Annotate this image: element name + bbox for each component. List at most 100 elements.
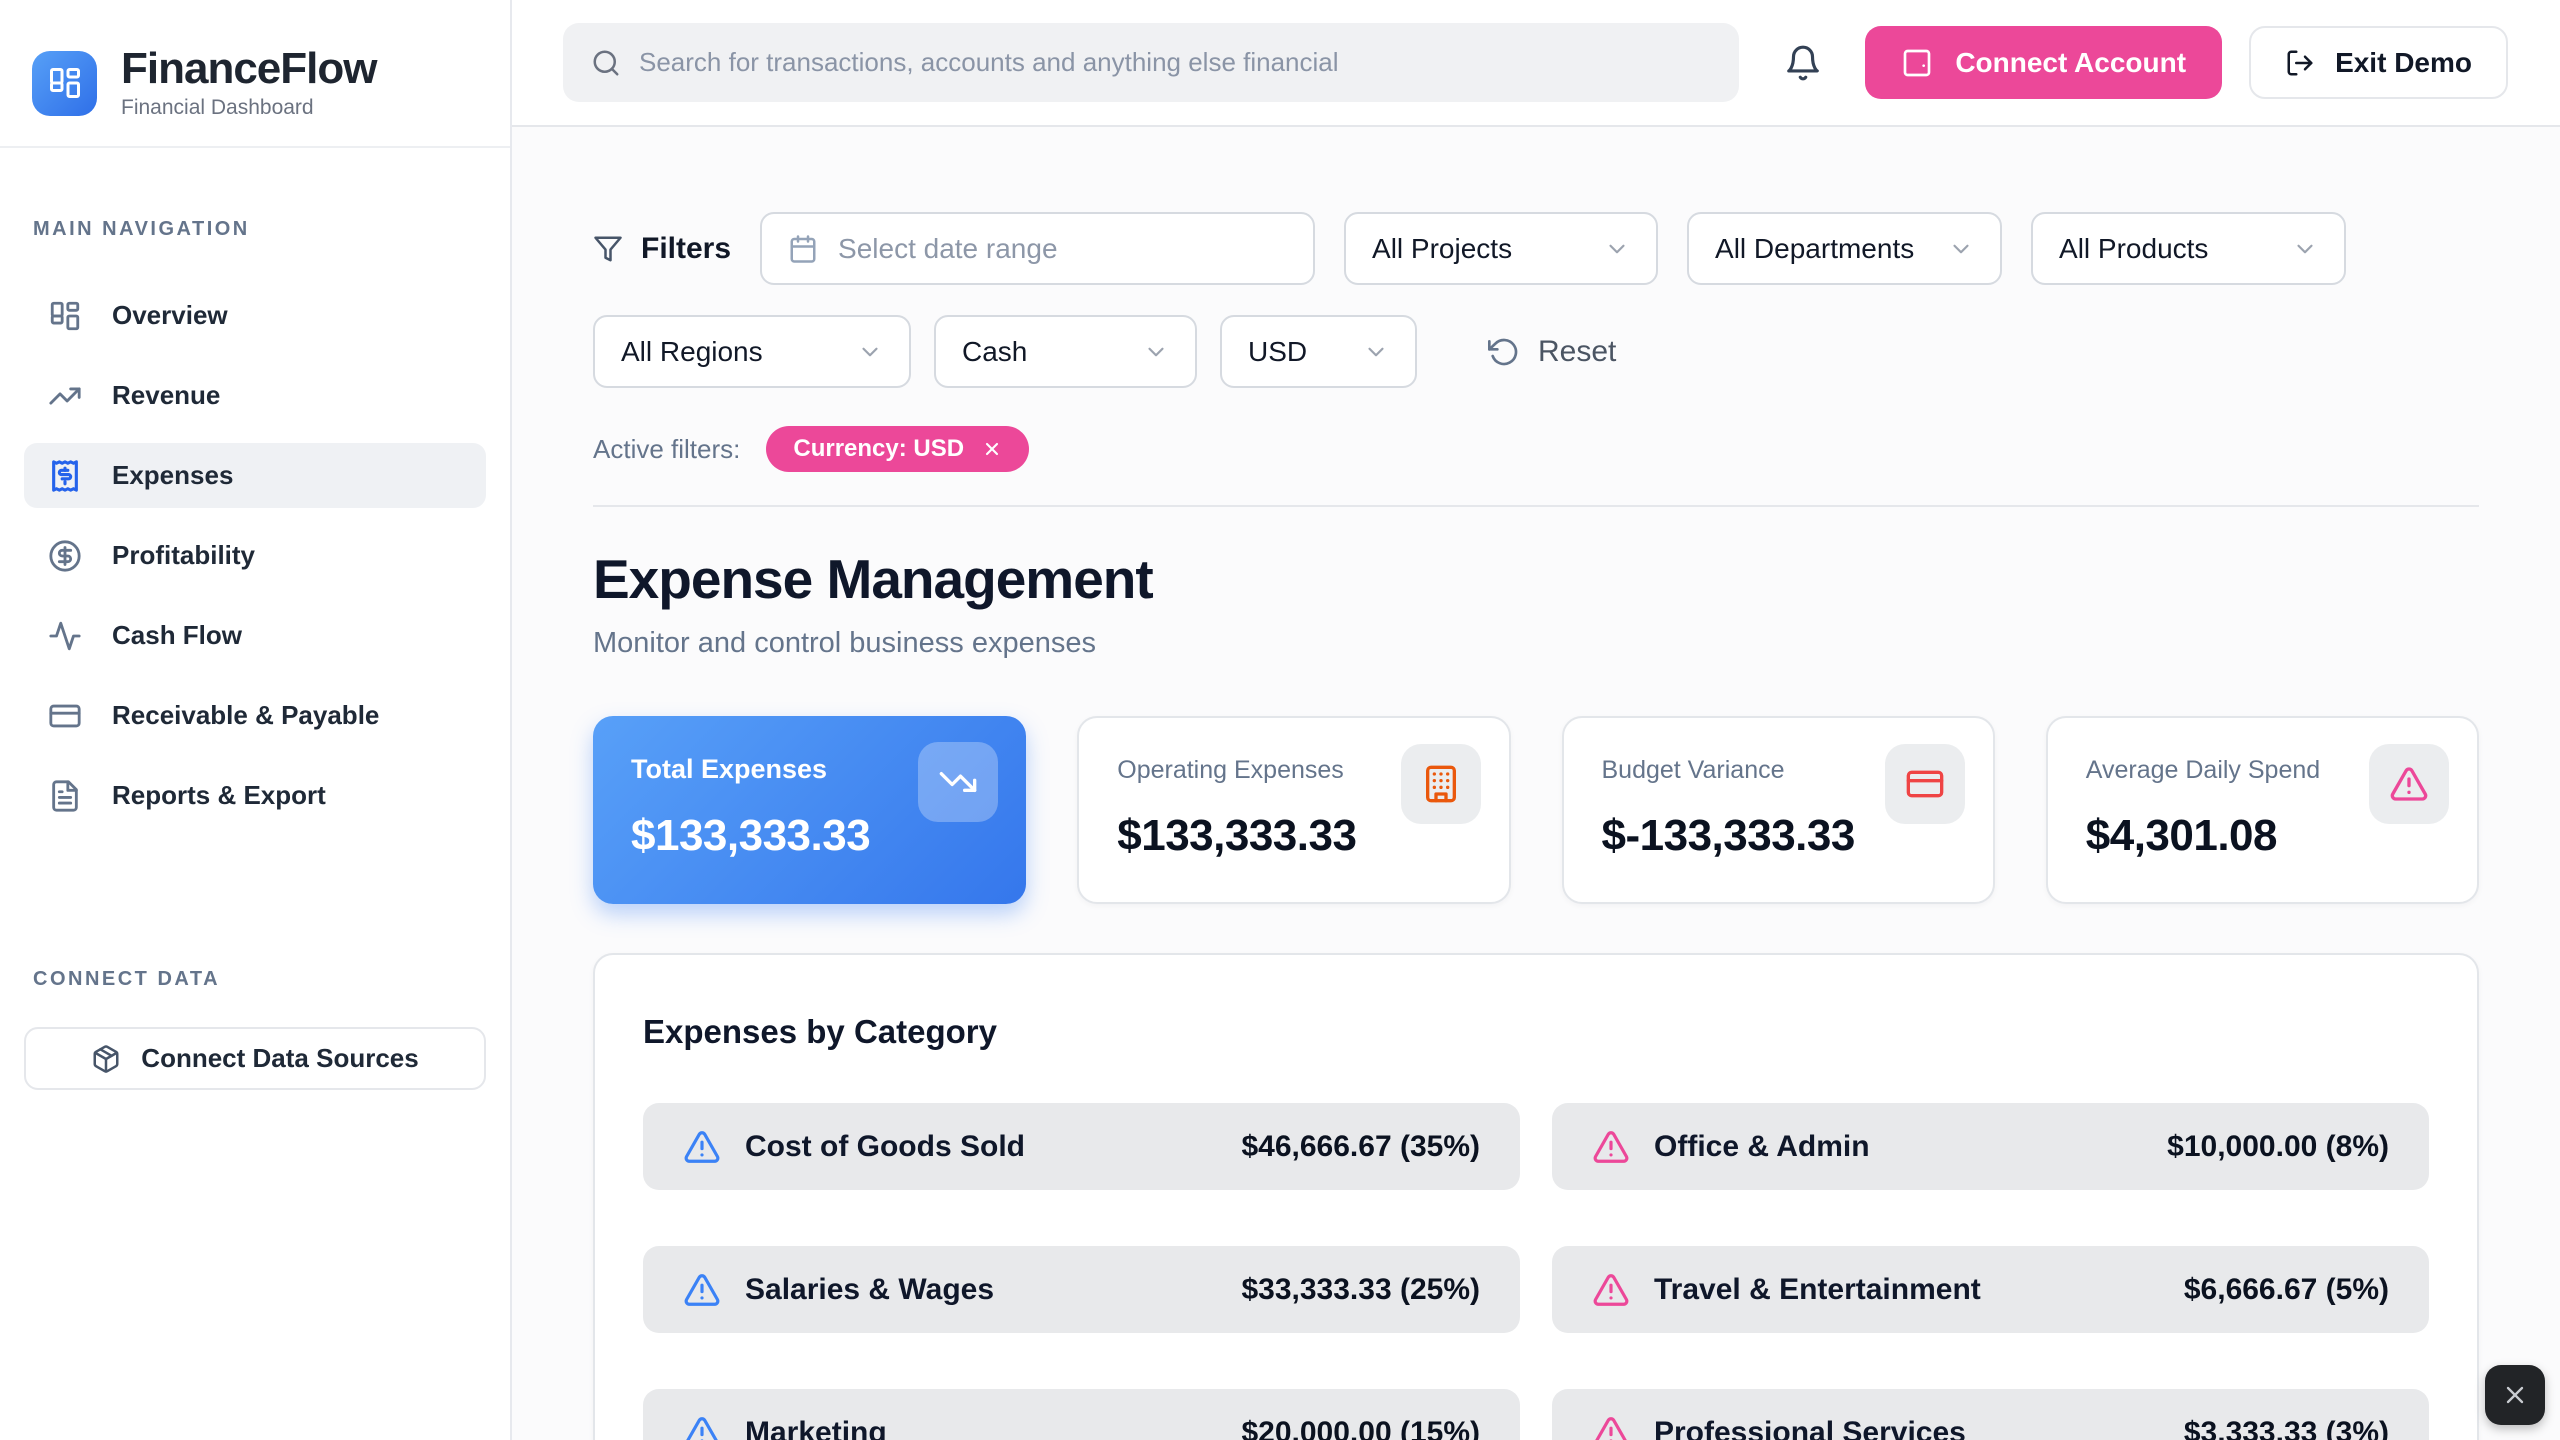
stat-value: $-133,333.33 — [1601, 811, 1856, 860]
dashboard-grid-icon — [50, 301, 80, 330]
departments-dropdown[interactable]: All Departments — [1687, 212, 2003, 285]
accounting-basis-value: Cash — [962, 335, 1028, 367]
chevron-down-icon — [1148, 347, 1164, 356]
products-dropdown-value: All Products — [2059, 232, 2209, 264]
global-search[interactable] — [563, 23, 1739, 102]
category-value: $46,666.67 (35%) — [1241, 1129, 1480, 1163]
category-list: Cost of Goods Sold $46,666.67 (35%) Offi… — [643, 1103, 2429, 1440]
category-name: Cost of Goods Sold — [745, 1129, 1025, 1163]
connect-account-button[interactable]: Connect Account — [1865, 26, 2223, 99]
activity-icon — [49, 621, 81, 650]
category-row-office-admin: Office & Admin $10,000.00 (8%) — [1552, 1103, 2429, 1190]
page-content: Filters Select date range All Projects A… — [512, 127, 2560, 1440]
currency-dropdown[interactable]: USD — [1220, 315, 1417, 388]
stat-label: Average Daily Spend — [2085, 756, 2321, 784]
sidebar-nav: Overview Revenue Expenses Profitability … — [0, 283, 510, 828]
sidebar-item-label: Profitability — [112, 540, 256, 571]
calendar-icon — [790, 234, 816, 263]
sidebar-item-cash-flow[interactable]: Cash Flow — [24, 603, 486, 668]
expenses-by-category-card: Expenses by Category Cost of Goods Sold … — [593, 953, 2479, 1440]
receipt-icon — [52, 459, 78, 492]
page-subtitle: Monitor and control business expenses — [593, 627, 1096, 659]
category-value: $33,333.33 (25%) — [1241, 1272, 1480, 1306]
category-row-marketing: Marketing $20,000.00 (15%) — [643, 1389, 1520, 1440]
chevron-down-icon — [1609, 244, 1625, 253]
stat-card-budget-variance: Budget Variance $-133,333.33 — [1561, 716, 1995, 904]
credit-card-icon — [49, 704, 81, 728]
search-input[interactable] — [639, 47, 1711, 78]
main-column: Connect Account Exit Demo Filters Select… — [512, 0, 2560, 1440]
alert-triangle-icon — [1593, 1416, 1629, 1440]
brand-name: FinanceFlow — [121, 44, 377, 93]
stat-value: $4,301.08 — [2085, 811, 2278, 860]
projects-dropdown[interactable]: All Projects — [1344, 212, 1659, 285]
rotate-ccw-icon — [1488, 338, 1518, 365]
stat-icon-chip — [918, 742, 999, 822]
sidebar-item-revenue[interactable]: Revenue — [24, 363, 486, 428]
sidebar-item-label: Receivable & Payable — [112, 700, 380, 731]
nav-section-header: MAIN NAVIGATION — [33, 218, 250, 241]
notifications-button[interactable] — [1779, 39, 1827, 87]
building-icon — [1425, 765, 1456, 803]
connect-data-sources-button[interactable]: Connect Data Sources — [24, 1027, 486, 1091]
close-icon — [2506, 1386, 2524, 1404]
connect-account-label: Connect Account — [1955, 46, 2187, 78]
projects-dropdown-value: All Projects — [1372, 232, 1513, 264]
stat-icon-chip — [2369, 744, 2449, 824]
alert-triangle-icon — [684, 1416, 720, 1440]
currency-dropdown-value: USD — [1248, 335, 1308, 367]
sidebar-item-receivable-payable[interactable]: Receivable & Payable — [24, 683, 486, 748]
expenses-by-category-title: Expenses by Category — [643, 1013, 997, 1050]
brand-block: FinanceFlow Financial Dashboard — [0, 0, 510, 149]
category-value: $20,000.00 (15%) — [1241, 1415, 1480, 1440]
regions-dropdown[interactable]: All Regions — [593, 315, 911, 388]
sidebar-item-label: Overview — [112, 300, 228, 331]
filters-row-2: All Regions Cash USD Reset — [593, 315, 2479, 388]
funnel-icon — [594, 236, 622, 261]
alert-triangle-icon — [1593, 1130, 1629, 1163]
chevron-down-icon — [862, 347, 878, 356]
chevron-down-icon — [2297, 244, 2313, 253]
stat-card-total-expenses: Total Expenses $133,333.33 — [593, 716, 1027, 904]
sidebar-item-overview[interactable]: Overview — [24, 283, 486, 348]
date-range-placeholder: Select date range — [838, 232, 1058, 264]
category-name: Marketing — [745, 1415, 887, 1440]
sidebar-item-label: Expenses — [112, 460, 234, 491]
connect-data-sources-label: Connect Data Sources — [141, 1043, 419, 1074]
sidebar-item-reports-export[interactable]: Reports & Export — [24, 763, 486, 828]
sidebar-item-expenses[interactable]: Expenses — [24, 443, 486, 509]
active-filter-chip-currency[interactable]: Currency: USD — [766, 426, 1030, 472]
stat-label: Total Expenses — [631, 754, 828, 784]
logout-icon — [2287, 50, 2313, 75]
sidebar-item-label: Revenue — [112, 380, 221, 411]
stat-label: Operating Expenses — [1117, 756, 1344, 784]
exit-demo-button[interactable]: Exit Demo — [2249, 26, 2508, 99]
category-name: Travel & Entertainment — [1654, 1272, 1981, 1306]
sidebar-item-profitability[interactable]: Profitability — [24, 523, 486, 588]
alert-triangle-icon — [2390, 767, 2428, 801]
stat-value: $133,333.33 — [1117, 811, 1357, 860]
stat-icon-chip — [1884, 744, 1965, 824]
alert-triangle-icon — [1593, 1273, 1629, 1306]
category-row-professional-services: Professional Services $3,333.33 (3%) — [1552, 1389, 2429, 1440]
regions-dropdown-value: All Regions — [621, 335, 763, 367]
sidebar-item-label: Cash Flow — [112, 620, 243, 651]
filters-label: Filters — [641, 231, 732, 265]
reset-filters-button[interactable]: Reset — [1488, 335, 1616, 369]
file-text-icon — [52, 780, 78, 812]
stat-card-average-daily-spend: Average Daily Spend $4,301.08 — [2045, 716, 2479, 904]
trending-down-icon — [939, 772, 977, 792]
top-bar: Connect Account Exit Demo — [512, 0, 2560, 127]
date-range-picker[interactable]: Select date range — [760, 212, 1316, 285]
category-name: Salaries & Wages — [745, 1272, 995, 1306]
departments-dropdown-value: All Departments — [1715, 232, 1915, 264]
package-icon — [93, 1044, 119, 1073]
products-dropdown[interactable]: All Products — [2031, 212, 2347, 285]
close-icon[interactable] — [982, 439, 1002, 459]
category-row-travel-entertainment: Travel & Entertainment $6,666.67 (5%) — [1552, 1246, 2429, 1333]
accounting-basis-dropdown[interactable]: Cash — [934, 315, 1197, 388]
floating-close-button[interactable] — [2485, 1365, 2545, 1425]
stat-value: $133,333.33 — [631, 811, 871, 860]
category-row-salaries-wages: Salaries & Wages $33,333.33 (25%) — [643, 1246, 1520, 1333]
